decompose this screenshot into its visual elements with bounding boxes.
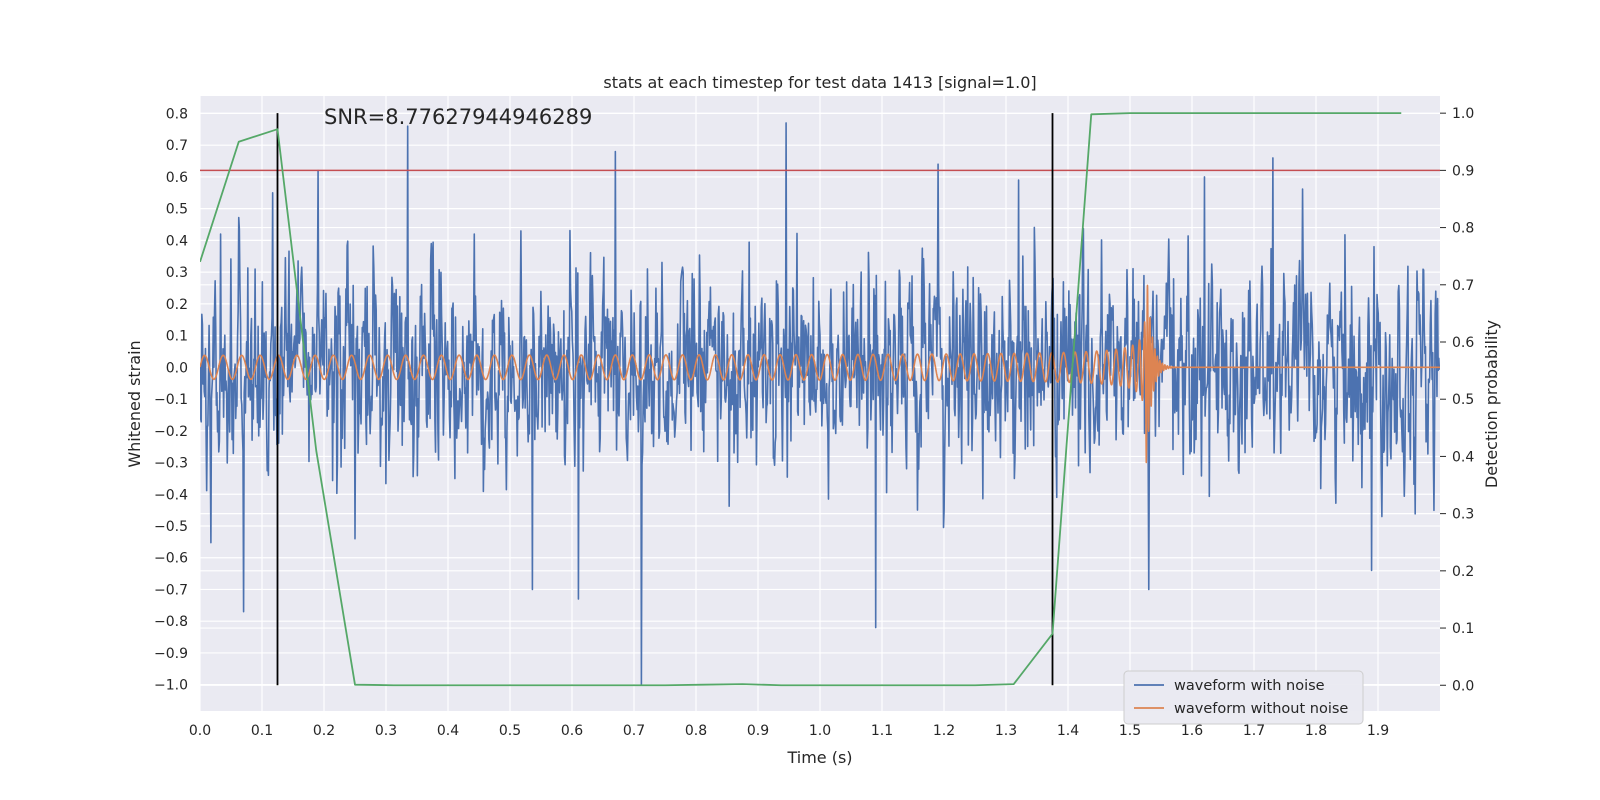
y-tick-label: −0.6 [154, 551, 188, 567]
x-tick-label: 1.2 [933, 723, 955, 739]
y2-tick-label: 0.9 [1452, 163, 1474, 179]
y-tick-label: −0.9 [154, 646, 188, 662]
x-tick-label: 1.5 [1119, 723, 1141, 739]
y-tick-label: −1.0 [154, 678, 188, 694]
y-tick-label: 0.6 [166, 170, 188, 186]
y-tick-label: −0.7 [154, 582, 188, 598]
y2-tick-label: 0.8 [1452, 221, 1474, 237]
series-line-waveform-with-noise [200, 122, 1440, 686]
x-tick-label: 0.5 [499, 723, 521, 739]
x-tick-label: 1.4 [1057, 723, 1079, 739]
x-tick-label: 1.7 [1243, 723, 1265, 739]
series-line-waveform-without-noise [200, 284, 1440, 464]
x-tick-label: 0.1 [251, 723, 273, 739]
y2-tick-label: 1.0 [1452, 106, 1474, 122]
legend: waveform with noise waveform without noi… [1123, 670, 1364, 725]
y-tick-label: −0.2 [154, 424, 188, 440]
y2-tick-label: 0.4 [1452, 449, 1474, 465]
y-tick-label: −0.1 [154, 392, 188, 408]
y-tick-label: 0.4 [166, 233, 188, 249]
y2-tick-label: 0.0 [1452, 678, 1474, 694]
x-tick-label: 0.8 [685, 723, 707, 739]
legend-label-waveform-with-noise: waveform with noise [1174, 678, 1325, 694]
x-tick-label: 0.7 [623, 723, 645, 739]
y-tick-label: 0.5 [166, 202, 188, 218]
x-tick-label: 1.1 [871, 723, 893, 739]
y-tick-label: 0.8 [166, 106, 188, 122]
y2-tick-label: 0.6 [1452, 335, 1474, 351]
x-tick-label: 0.0 [189, 723, 211, 739]
legend-box [1123, 670, 1364, 725]
x-tick-label: 1.8 [1305, 723, 1327, 739]
y2-axis-label: Detection probability [1482, 320, 1501, 488]
x-tick-label: 0.3 [375, 723, 397, 739]
y-axis-label: Whitened strain [125, 340, 144, 467]
y-tick-label: 0.3 [166, 265, 188, 281]
x-tick-label: 1.3 [995, 723, 1017, 739]
series-line-detection-probability [200, 112, 1402, 687]
x-tick-label: 1.6 [1181, 723, 1203, 739]
x-tick-label: 0.6 [561, 723, 583, 739]
y2-tick-label: 0.3 [1452, 507, 1474, 523]
y-tick-label: 0.1 [166, 329, 188, 345]
x-tick-label: 1.9 [1367, 723, 1389, 739]
x-axis-label: Time (s) [786, 748, 852, 767]
x-tick-label: 0.4 [437, 723, 459, 739]
y-tick-label: 0.0 [166, 360, 188, 376]
x-tick-label: 0.2 [313, 723, 335, 739]
y-tick-label: −0.3 [154, 456, 188, 472]
y-tick-label: −0.5 [154, 519, 188, 535]
legend-label-waveform-without-noise: waveform without noise [1174, 701, 1348, 717]
y2-tick-label: 0.5 [1452, 392, 1474, 408]
y2-tick-label: 0.7 [1452, 278, 1474, 294]
y-tick-label: −0.8 [154, 614, 188, 630]
y-tick-label: 0.7 [166, 138, 188, 154]
y2-tick-label: 0.2 [1452, 564, 1474, 580]
y-tick-label: −0.4 [154, 487, 188, 503]
snr-annotation: SNR=8.77627944946289 [324, 105, 592, 129]
x-tick-label: 1.0 [809, 723, 831, 739]
chart-title: stats at each timestep for test data 141… [603, 73, 1036, 92]
x-tick-label: 0.9 [747, 723, 769, 739]
y2-tick-label: 0.1 [1452, 621, 1474, 637]
y-tick-label: 0.2 [166, 297, 188, 313]
